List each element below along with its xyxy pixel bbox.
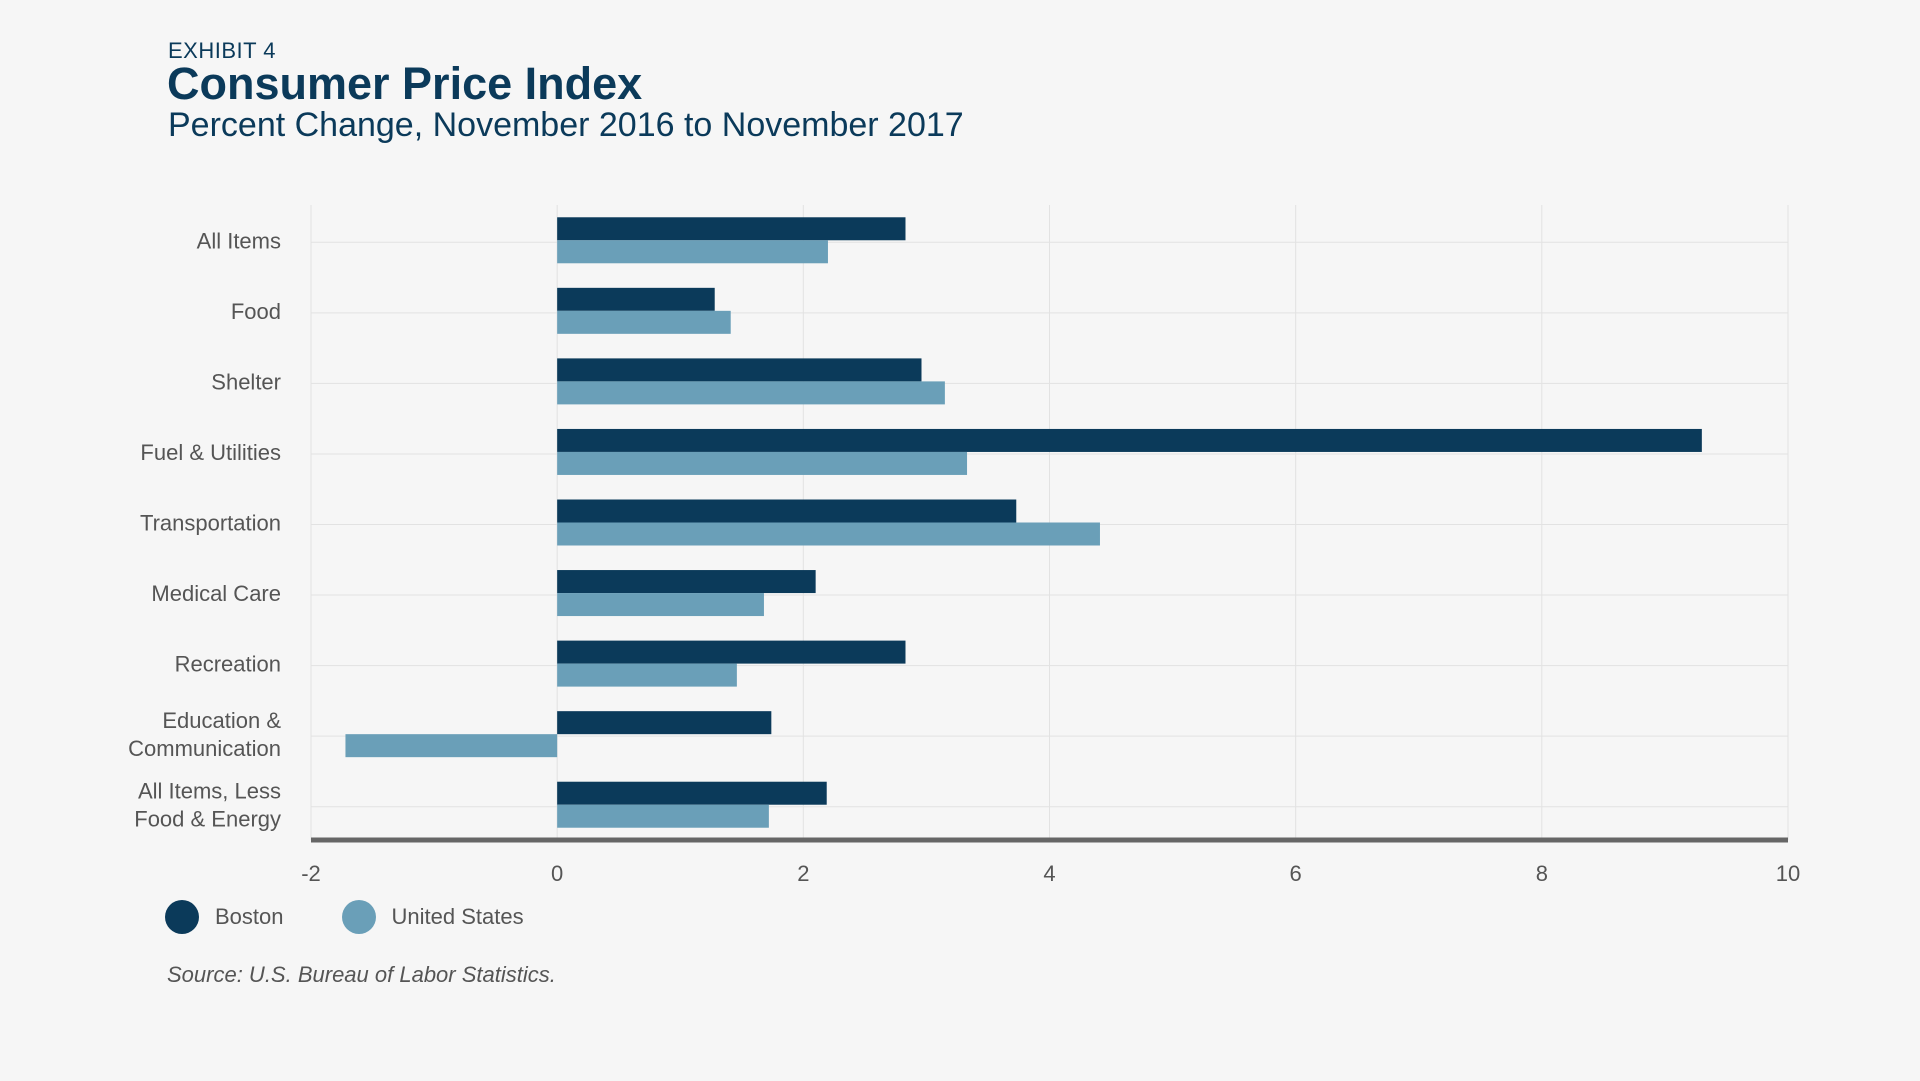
chart-legend: Boston United States — [165, 900, 582, 934]
category-label: Food — [231, 299, 281, 324]
legend-label-boston: Boston — [215, 904, 284, 929]
bar-united-states — [557, 663, 737, 687]
category-label: Transportation — [140, 511, 281, 536]
bar-united-states — [557, 593, 764, 617]
category-label: Medical Care — [151, 581, 281, 606]
bar-boston — [557, 287, 715, 311]
bar-boston — [557, 570, 816, 594]
bar-united-states — [557, 451, 968, 475]
bar-boston — [557, 711, 772, 735]
category-label: All Items, Less — [138, 779, 281, 804]
source-note: Source: U.S. Bureau of Labor Statistics. — [167, 962, 556, 987]
bar-boston — [557, 640, 906, 664]
x-tick-label: 4 — [1043, 861, 1055, 886]
category-label: All Items — [197, 228, 281, 253]
chart-title: Consumer Price Index — [167, 58, 643, 109]
legend-swatch-united-states — [341, 900, 376, 934]
category-label: Fuel & Utilities — [140, 440, 281, 465]
bar-united-states — [557, 522, 1100, 546]
x-tick-label: 6 — [1290, 861, 1302, 886]
category-label: Education & — [162, 708, 281, 733]
bar-united-states — [345, 734, 558, 758]
bar-boston — [557, 428, 1702, 452]
category-label: Food & Energy — [134, 807, 281, 832]
bar-boston — [557, 358, 922, 382]
legend-item-boston: Boston — [165, 900, 284, 934]
legend-label-united-states: United States — [391, 904, 524, 929]
x-tick-label: -2 — [301, 861, 321, 886]
exhibit-label: EXHIBIT 4 — [168, 38, 277, 63]
x-tick-label: 2 — [797, 861, 809, 886]
legend-item-united-states: United States — [341, 900, 524, 934]
bar-boston — [557, 499, 1017, 523]
category-label: Recreation — [175, 652, 281, 677]
bar-united-states — [557, 310, 731, 334]
chart-subtitle: Percent Change, November 2016 to Novembe… — [168, 106, 964, 144]
bar-boston — [557, 781, 827, 805]
x-tick-label: 8 — [1536, 861, 1548, 886]
bar-united-states — [557, 804, 769, 828]
x-tick-label: 10 — [1776, 861, 1800, 886]
bar-united-states — [557, 381, 945, 405]
category-label: Communication — [128, 736, 281, 761]
x-tick-label: 0 — [551, 861, 563, 886]
bar-boston — [557, 217, 906, 241]
legend-swatch-boston — [165, 900, 199, 934]
category-label: Shelter — [211, 369, 281, 394]
bar-united-states — [557, 240, 828, 264]
